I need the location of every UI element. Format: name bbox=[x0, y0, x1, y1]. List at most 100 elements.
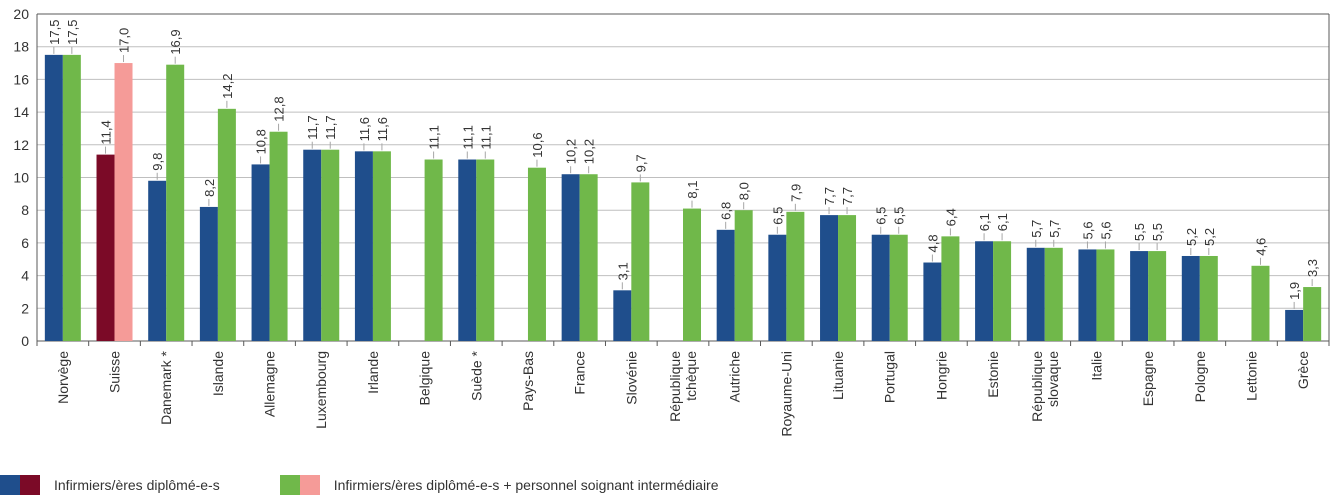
x-tick-label-line: Italie bbox=[1088, 351, 1104, 381]
x-tick-label-line: Slovénie bbox=[623, 351, 639, 405]
x-tick-label: Danemark * bbox=[158, 350, 174, 424]
bar-nurses bbox=[199, 206, 218, 341]
legend-item-nurses-plus-intermediate: Infirmiers/ères diplômé-e-s + personnel … bbox=[279, 475, 719, 495]
x-tick-label: Pays-Bas bbox=[520, 351, 536, 411]
data-label: 10,2 bbox=[564, 139, 579, 164]
bar-nurses-plus-intermediate bbox=[838, 215, 857, 341]
bar-nurses bbox=[458, 159, 477, 341]
legend: Infirmiers/ères diplômé-e-s Infirmiers/è… bbox=[0, 474, 779, 496]
y-tick-label: 18 bbox=[13, 39, 29, 55]
x-tick-label: Pologne bbox=[1192, 351, 1208, 403]
data-label: 8,2 bbox=[202, 179, 217, 197]
data-label: 9,7 bbox=[633, 154, 648, 172]
legend-label-nurses-plus-intermediate: Infirmiers/ères diplômé-e-s + personnel … bbox=[333, 477, 719, 493]
data-label: 5,5 bbox=[1132, 223, 1147, 241]
bar-nurses-plus-intermediate bbox=[114, 63, 133, 342]
bar-nurses-plus-intermediate bbox=[321, 149, 340, 341]
data-label: 5,7 bbox=[1029, 220, 1044, 238]
bar-nurses bbox=[923, 262, 942, 341]
y-tick-label: 12 bbox=[13, 137, 29, 153]
x-tick-label-line: Espagne bbox=[1140, 351, 1156, 406]
legend-swatch-blue bbox=[0, 475, 20, 495]
x-tick-label-line: Suède * bbox=[468, 350, 484, 400]
data-label: 10,2 bbox=[582, 139, 597, 164]
x-tick-label: Lettonie bbox=[1243, 351, 1259, 401]
data-label: 11,1 bbox=[478, 125, 493, 149]
x-tick-label: Espagne bbox=[1140, 351, 1156, 406]
x-tick-label: Suède * bbox=[468, 350, 484, 400]
y-tick-label: 14 bbox=[13, 104, 29, 120]
bar-nurses bbox=[1130, 251, 1149, 341]
bar-nurses bbox=[148, 180, 167, 341]
x-tick-label-line: France bbox=[572, 351, 588, 395]
data-label: 7,9 bbox=[788, 184, 803, 202]
bar-nurses bbox=[613, 290, 632, 341]
x-tick-label: Royaume-Uni bbox=[778, 351, 794, 437]
legend-swatch-dark-red bbox=[20, 475, 40, 495]
data-label: 17,5 bbox=[65, 20, 80, 45]
bar-nurses bbox=[768, 234, 787, 341]
x-tick-label-line: Allemagne bbox=[262, 351, 278, 417]
x-tick-label: Irlande bbox=[365, 351, 381, 394]
data-label: 8,1 bbox=[685, 180, 700, 198]
bar-nurses-plus-intermediate bbox=[734, 210, 753, 341]
x-tick-label-line: Suisse bbox=[107, 351, 123, 393]
y-tick-label: 20 bbox=[13, 6, 29, 22]
bar-nurses-plus-intermediate bbox=[217, 108, 236, 341]
data-label: 6,5 bbox=[892, 207, 907, 225]
data-label: 14,2 bbox=[220, 74, 235, 99]
x-tick-label: Suisse bbox=[107, 351, 123, 393]
x-tick-label-line: tchèque bbox=[683, 351, 699, 401]
bar-nurses-plus-intermediate bbox=[1303, 287, 1322, 341]
data-label: 11,7 bbox=[323, 115, 338, 139]
y-tick-label: 6 bbox=[21, 235, 29, 251]
x-tick-label: Italie bbox=[1088, 351, 1104, 381]
bar-nurses bbox=[871, 234, 890, 341]
data-label: 3,3 bbox=[1305, 259, 1320, 277]
bar-nurses bbox=[1181, 255, 1200, 341]
data-label: 9,8 bbox=[150, 153, 165, 171]
y-tick-label: 0 bbox=[21, 333, 29, 349]
bar-nurses bbox=[561, 174, 580, 341]
x-tick-label-line: Danemark * bbox=[158, 350, 174, 424]
x-tick-label-line: Lettonie bbox=[1243, 351, 1259, 401]
bar-nurses-plus-intermediate bbox=[683, 208, 701, 341]
bar-nurses-plus-intermediate bbox=[1251, 265, 1270, 341]
bar-nurses bbox=[251, 164, 270, 341]
x-tick-label-line: Irlande bbox=[365, 351, 381, 394]
x-tick-label-line: Pologne bbox=[1192, 351, 1208, 403]
data-label: 12,8 bbox=[272, 96, 287, 121]
data-label: 11,4 bbox=[99, 120, 114, 144]
data-label: 11,7 bbox=[305, 115, 320, 139]
bar-nurses-plus-intermediate bbox=[1199, 255, 1218, 341]
data-label: 8,0 bbox=[737, 182, 752, 200]
bar-nurses-plus-intermediate bbox=[993, 241, 1012, 341]
data-label: 11,6 bbox=[375, 117, 390, 141]
data-label: 11,1 bbox=[460, 125, 475, 149]
data-label: 6,5 bbox=[770, 207, 785, 225]
bar-nurses bbox=[44, 54, 63, 341]
bar-nurses-plus-intermediate bbox=[579, 174, 598, 341]
x-tick-label-line: Lituanie bbox=[830, 351, 846, 400]
data-label: 4,6 bbox=[1253, 238, 1268, 256]
bar-nurses bbox=[96, 154, 115, 341]
y-tick-label: 16 bbox=[13, 71, 29, 87]
bar-nurses-plus-intermediate bbox=[941, 236, 960, 341]
x-tick-label-line: slovaque bbox=[1045, 351, 1061, 407]
data-label: 5,6 bbox=[1098, 221, 1113, 239]
legend-swatch-green bbox=[279, 475, 300, 495]
legend-item-nurses: Infirmiers/ères diplômé-e-s bbox=[0, 475, 220, 495]
data-label: 6,5 bbox=[874, 207, 889, 225]
data-label: 6,1 bbox=[977, 213, 992, 231]
y-tick-label: 10 bbox=[13, 170, 29, 186]
x-tick-label-line: Grèce bbox=[1295, 351, 1311, 389]
x-tick-label: France bbox=[572, 351, 588, 395]
bar-nurses-plus-intermediate bbox=[889, 234, 908, 341]
bar-nurses bbox=[1078, 249, 1097, 341]
bar-nurses bbox=[1026, 247, 1045, 341]
data-label: 10,8 bbox=[254, 129, 269, 154]
x-tick-label-line: Islande bbox=[210, 351, 226, 396]
x-tick-label: Républiqueslovaque bbox=[1029, 351, 1061, 422]
